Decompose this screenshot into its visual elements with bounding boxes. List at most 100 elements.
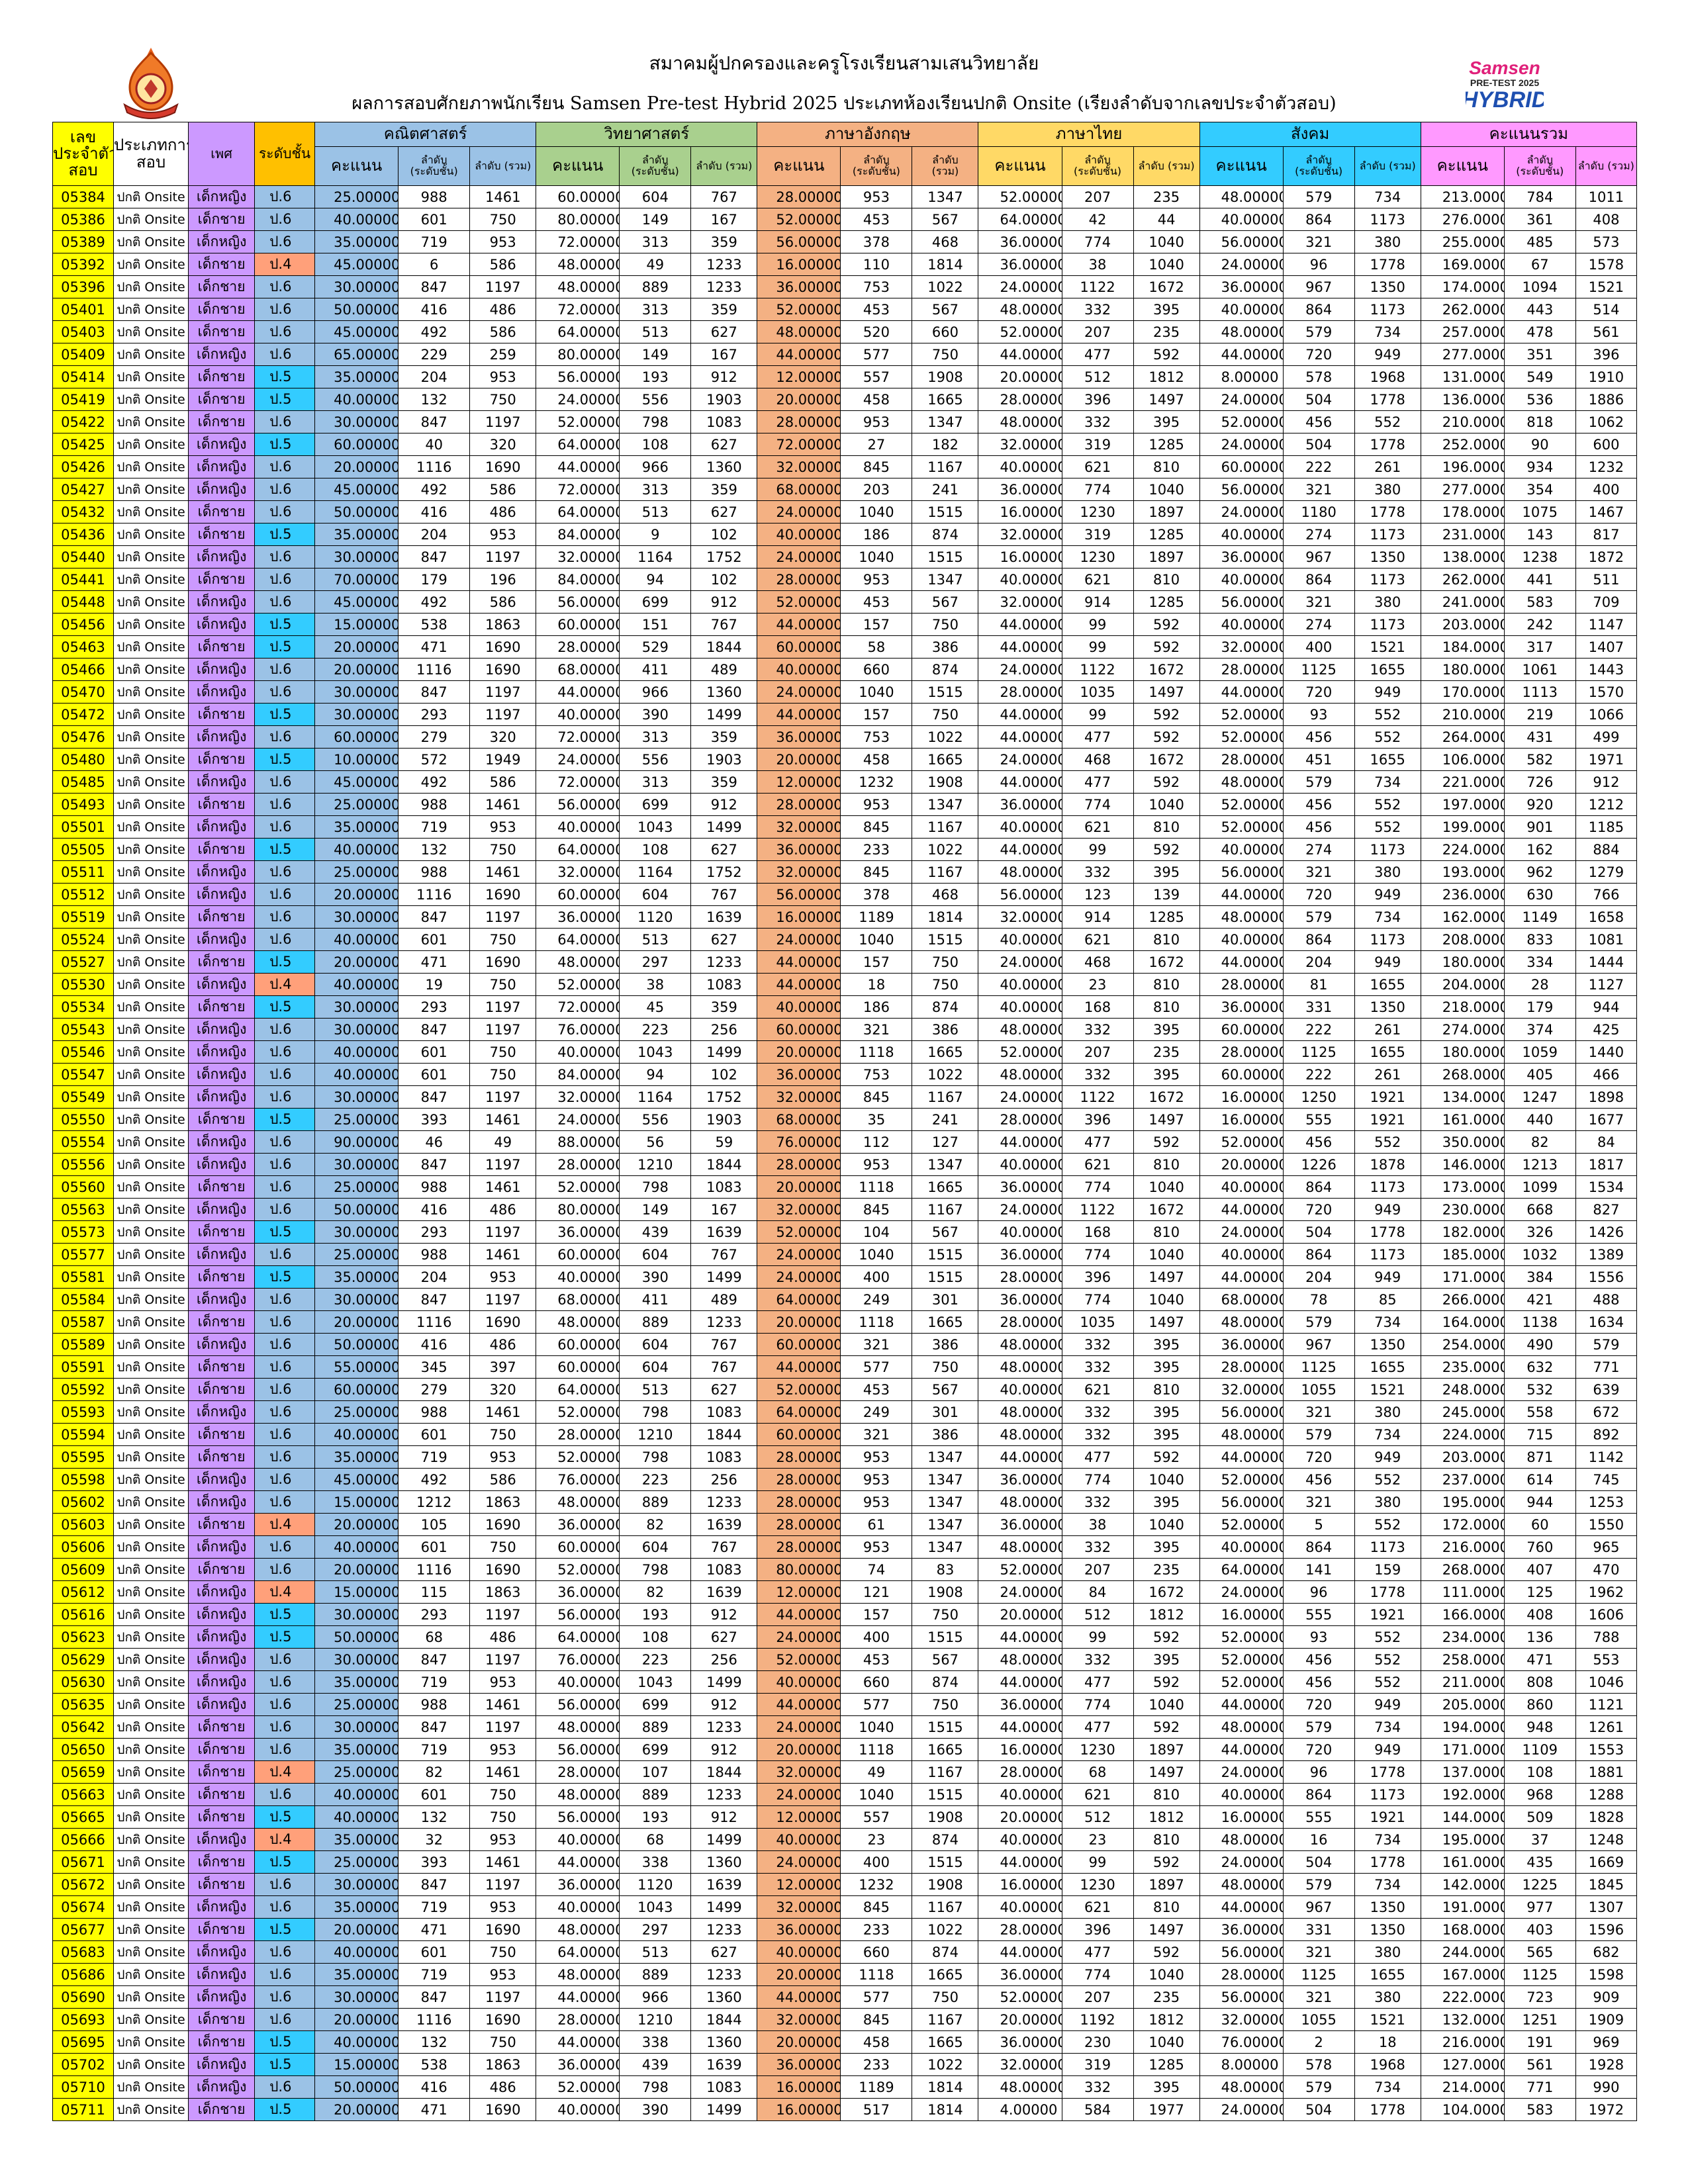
level-cell: ป.5 xyxy=(254,1603,316,1626)
table-row: 05683 ปกติ Onsite เด็กหญิง ป.6 40.00000 601 75… xyxy=(52,1940,1638,1964)
thai-rank-all-cell: 235 xyxy=(1133,1558,1200,1581)
english-rank-level-cell: 845 xyxy=(840,2008,913,2031)
math-rank-all-cell: 750 xyxy=(469,1535,537,1559)
total-rank-level-cell: 82 xyxy=(1503,1130,1576,1154)
science-score-cell: 32.00000 xyxy=(536,545,620,569)
gender-cell: เด็กหญิง xyxy=(188,770,256,794)
total-rank-level-cell: 1125 xyxy=(1503,1963,1576,1986)
thai-score-cell: 44.00000 xyxy=(978,1670,1062,1694)
math-rank-all-cell: 953 xyxy=(469,1828,537,1851)
science-rank-all-cell: 1639 xyxy=(690,905,758,929)
social-rank-all-cell: 380 xyxy=(1354,590,1421,614)
sub-header-rank-level-line: ลำดับ xyxy=(642,154,669,167)
table-row: 05563 ปกติ Onsite เด็กหญิง ป.6 50.00000 416 48… xyxy=(52,1198,1638,1221)
sub-header-rank-all-social: ลำดับ (รวม) xyxy=(1354,146,1421,186)
math-rank-all-cell: 750 xyxy=(469,1423,537,1446)
total-rank-all-cell: 912 xyxy=(1575,770,1638,794)
english-score-cell: 32.00000 xyxy=(757,2008,841,2031)
english-rank-all-cell: 567 xyxy=(912,590,979,614)
total-score-cell: 172.00000 xyxy=(1420,1513,1505,1536)
english-rank-all-cell: 182 xyxy=(912,433,979,456)
level-cell: ป.5 xyxy=(254,950,316,974)
english-rank-level-cell: 1118 xyxy=(840,1738,913,1761)
science-rank-all-cell: 1844 xyxy=(690,1153,758,1176)
english-rank-all-cell: 1167 xyxy=(912,2008,979,2031)
sub-header-rank-all-english: ลำดับ (รวม) xyxy=(912,146,979,186)
math-rank-all-cell: 750 xyxy=(469,1040,537,1064)
science-rank-all-cell: 1844 xyxy=(690,2008,758,2031)
social-score-cell: 44.00000 xyxy=(1199,1198,1284,1221)
exam-type-cell: ปกติ Onsite xyxy=(113,1423,189,1446)
total-score-cell: 127.00000 xyxy=(1420,2053,1505,2076)
total-score-cell: 167.00000 xyxy=(1420,1963,1505,1986)
gender-cell: เด็กหญิง xyxy=(188,2075,256,2099)
social-rank-all-cell: 1655 xyxy=(1354,748,1421,771)
math-rank-all-cell: 259 xyxy=(469,343,537,366)
english-rank-level-cell: 1040 xyxy=(840,500,913,523)
english-rank-level-cell: 1040 xyxy=(840,1783,913,1806)
total-score-cell: 166.00000 xyxy=(1420,1603,1505,1626)
social-rank-all-cell: 949 xyxy=(1354,950,1421,974)
thai-rank-level-cell: 207 xyxy=(1061,1985,1134,2009)
english-score-cell: 52.00000 xyxy=(757,298,841,321)
total-rank-all-cell: 771 xyxy=(1575,1355,1638,1379)
english-score-cell: 12.00000 xyxy=(757,1580,841,1604)
social-rank-level-cell: 555 xyxy=(1282,1603,1355,1626)
math-score-cell: 35.00000 xyxy=(314,815,399,839)
thai-rank-all-cell: 592 xyxy=(1133,1940,1200,1964)
total-rank-all-cell: 1212 xyxy=(1575,793,1638,816)
exam-id-cell: 05563 xyxy=(52,1198,115,1221)
total-rank-level-cell: 808 xyxy=(1503,1670,1576,1694)
thai-rank-all-cell: 592 xyxy=(1133,838,1200,861)
sub-header-score-thai: คะแนน xyxy=(978,146,1062,186)
social-score-cell: 36.00000 xyxy=(1199,275,1284,298)
science-score-cell: 56.00000 xyxy=(536,1805,620,1829)
table-row: 05623 ปกติ Onsite เด็กหญิง ป.5 50.00000 68 486… xyxy=(52,1625,1638,1649)
thai-score-cell: 52.00000 xyxy=(978,1558,1062,1581)
exam-type-cell: ปกติ Onsite xyxy=(113,1558,189,1581)
exam-type-cell: ปกติ Onsite xyxy=(113,725,189,749)
social-score-cell: 52.00000 xyxy=(1199,410,1284,433)
thai-rank-all-cell: 1285 xyxy=(1133,433,1200,456)
thai-rank-all-cell: 592 xyxy=(1133,1445,1200,1469)
english-rank-level-cell: 453 xyxy=(840,1378,913,1401)
total-rank-level-cell: 37 xyxy=(1503,1828,1576,1851)
math-rank-all-cell: 1197 xyxy=(469,1985,537,2009)
total-score-cell: 174.00000 xyxy=(1420,275,1505,298)
thai-rank-all-cell: 1812 xyxy=(1133,1805,1200,1829)
total-rank-level-cell: 558 xyxy=(1503,1400,1576,1424)
exam-type-cell: ปกติ Onsite xyxy=(113,455,189,478)
thai-score-cell: 36.00000 xyxy=(978,1468,1062,1491)
math-rank-all-cell: 1690 xyxy=(469,2008,537,2031)
math-score-cell: 20.00000 xyxy=(314,1558,399,1581)
thai-score-cell: 52.00000 xyxy=(978,1985,1062,2009)
social-rank-level-cell: 967 xyxy=(1282,275,1355,298)
level-cell: ป.6 xyxy=(254,1963,316,1986)
level-cell: ป.6 xyxy=(254,1175,316,1199)
total-rank-level-cell: 317 xyxy=(1503,635,1576,659)
science-rank-level-cell: 1043 xyxy=(619,1670,692,1694)
level-cell: ป.5 xyxy=(254,838,316,861)
exam-type-cell: ปกติ Onsite xyxy=(113,1445,189,1469)
social-score-cell: 16.00000 xyxy=(1199,1108,1284,1131)
thai-rank-all-cell: 1040 xyxy=(1133,1175,1200,1199)
col-header-level: ระดับชั้น xyxy=(254,122,316,186)
total-rank-all-cell: 600 xyxy=(1575,433,1638,456)
exam-type-cell: ปกติ Onsite xyxy=(113,1400,189,1424)
total-rank-all-cell: 1261 xyxy=(1575,1715,1638,1739)
english-rank-level-cell: 458 xyxy=(840,2030,913,2054)
thai-score-cell: 28.00000 xyxy=(978,1108,1062,1131)
thai-rank-all-cell: 1672 xyxy=(1133,1198,1200,1221)
thai-rank-all-cell: 810 xyxy=(1133,1220,1200,1244)
table-row: 05702 ปกติ Onsite เด็กหญิง ป.5 15.00000 538 18… xyxy=(52,2053,1638,2076)
gender-cell: เด็กหญิง xyxy=(188,1400,256,1424)
science-rank-level-cell: 82 xyxy=(619,1580,692,1604)
gender-cell: เด็กหญิง xyxy=(188,230,256,253)
gender-cell: เด็กหญิง xyxy=(188,1603,256,1626)
science-rank-level-cell: 798 xyxy=(619,1558,692,1581)
english-rank-all-cell: 468 xyxy=(912,883,979,906)
thai-score-cell: 24.00000 xyxy=(978,950,1062,974)
total-rank-all-cell: 1881 xyxy=(1575,1760,1638,1784)
total-score-cell: 131.00000 xyxy=(1420,365,1505,388)
social-rank-level-cell: 222 xyxy=(1282,1018,1355,1041)
